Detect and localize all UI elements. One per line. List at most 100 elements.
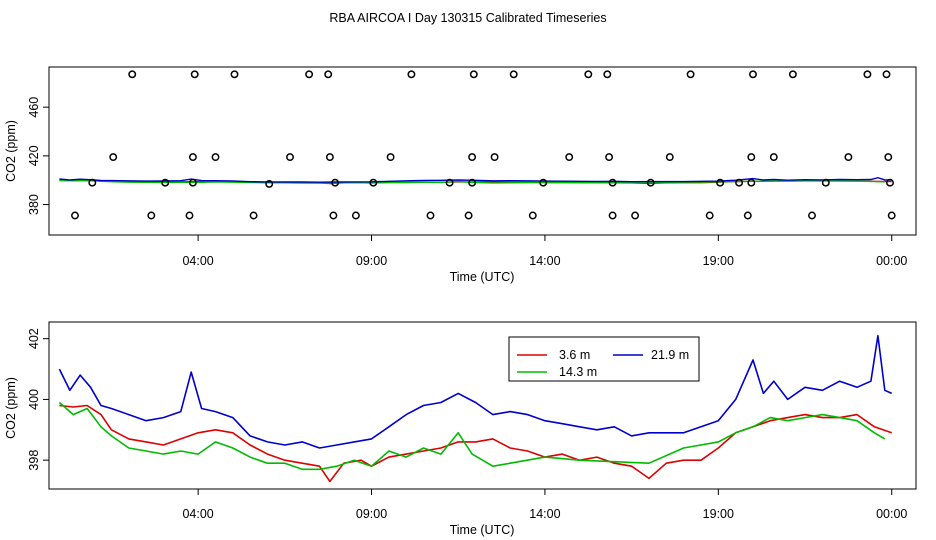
- calibration-point: [386, 153, 395, 162]
- panel-bottom: 04:00 09:00 14:00 19:00 00:00 398 400 402 Time …: [4, 321, 917, 537]
- panel-top-frame: [48, 66, 917, 236]
- panel-bottom-series: [58, 334, 893, 483]
- x-tick-label: 14:00: [529, 507, 560, 521]
- calibration-point: [188, 153, 197, 162]
- calibration-point: [716, 178, 725, 187]
- calibration-point: [735, 178, 744, 187]
- x-tick-label: 14:00: [529, 254, 560, 268]
- calibration-point: [286, 153, 294, 162]
- calibration-point: [128, 70, 137, 79]
- calibration-point: [747, 178, 756, 187]
- x-tick-label: 04:00: [182, 254, 213, 268]
- y-tick-label: 420: [27, 145, 41, 166]
- calibration-point: [863, 70, 872, 79]
- x-tick-label: 04:00: [182, 507, 213, 521]
- x-tick-label: 00:00: [876, 507, 907, 521]
- calibration-point: [743, 211, 752, 220]
- calibration-point: [605, 153, 614, 162]
- x-tick-label: 19:00: [703, 254, 734, 268]
- x-tick-label: 09:00: [356, 507, 387, 521]
- calibration-point: [249, 211, 258, 220]
- y-tick-label: 402: [27, 328, 41, 349]
- calibration-point: [769, 153, 778, 162]
- calibration-point: [88, 178, 97, 187]
- y-tick-label: 380: [27, 194, 41, 215]
- x-tick-label: 19:00: [703, 507, 734, 521]
- calibration-point: [469, 70, 478, 79]
- calibration-point: [324, 70, 333, 79]
- panel-bottom-ylabel: CO2 (ppm): [4, 377, 18, 439]
- calibration-point: [565, 153, 574, 162]
- calibration-point: [882, 70, 891, 79]
- calibration-point: [211, 153, 220, 162]
- calibration-point: [369, 178, 378, 187]
- calibration-point: [331, 178, 340, 187]
- calibration-point: [161, 178, 170, 187]
- series-line-14-3-m: [58, 401, 886, 471]
- calibration-point: [603, 70, 612, 79]
- calibration-point: [788, 70, 797, 79]
- series-line-21-9-m: [58, 334, 893, 449]
- calibration-point: [71, 211, 79, 220]
- panel-top-axes: 04:00 09:00 14:00 19:00 00:00 380 420 460: [27, 97, 907, 268]
- calibration-point: [646, 178, 655, 187]
- panel-top-calibration-points: [71, 70, 896, 220]
- panel-top-series: [59, 176, 892, 185]
- calibration-point: [808, 211, 816, 220]
- calibration-point: [230, 70, 239, 79]
- y-tick-label: 398: [27, 450, 41, 471]
- calibration-point: [821, 178, 830, 187]
- calibration-point: [539, 178, 548, 187]
- calibration-point: [265, 179, 274, 188]
- calibration-point: [109, 153, 118, 162]
- calibration-point: [468, 153, 477, 162]
- y-tick-label: 460: [27, 97, 41, 118]
- legend-label-14-3m: 14.3 m: [559, 365, 597, 379]
- panel-bottom-xlabel: Time (UTC): [450, 523, 515, 537]
- calibration-point: [188, 178, 197, 187]
- legend-label-3-6m: 3.6 m: [559, 348, 590, 362]
- calibration-point: [329, 211, 338, 220]
- panel-bottom-frame: [48, 321, 917, 490]
- calibration-point: [665, 153, 674, 162]
- legend-label-21-9m: 21.9 m: [651, 348, 689, 362]
- calibration-point: [490, 153, 499, 162]
- calibration-point: [686, 70, 695, 79]
- calibration-point: [509, 70, 518, 79]
- calibration-point: [305, 70, 314, 79]
- calibration-point: [584, 70, 593, 79]
- calibration-point: [445, 178, 454, 187]
- y-tick-label: 400: [27, 389, 41, 410]
- calibration-point: [185, 211, 194, 220]
- calibration-point: [528, 211, 537, 220]
- calibration-point: [147, 211, 156, 220]
- figure-title: RBA AIRCOA I Day 130315 Calibrated Times…: [329, 11, 606, 25]
- x-tick-label: 09:00: [356, 254, 387, 268]
- series-line-compressed-14-3-m: [59, 179, 885, 184]
- series-line-compressed-21-9-m: [59, 176, 892, 183]
- legend-box: [508, 336, 700, 382]
- calibration-point: [886, 178, 894, 187]
- calibration-point: [407, 70, 416, 79]
- calibration-point: [608, 211, 617, 220]
- calibration-point: [464, 211, 473, 220]
- calibration-point: [747, 153, 756, 162]
- calibration-point: [608, 178, 617, 187]
- calibration-point: [705, 211, 714, 220]
- calibration-point: [190, 70, 199, 79]
- panel-top-ylabel: CO2 (ppm): [4, 120, 18, 182]
- calibration-point: [844, 153, 853, 162]
- calibration-point: [325, 153, 334, 162]
- calibration-point: [426, 211, 435, 220]
- calibration-point: [887, 211, 896, 220]
- calibration-point: [351, 211, 360, 220]
- calibration-point: [468, 178, 477, 187]
- panel-top: 04:00 09:00 14:00 19:00 00:00 380 420 460 Time …: [4, 66, 917, 284]
- calibration-point: [884, 153, 893, 162]
- calibration-point: [631, 211, 640, 220]
- panel-top-xlabel: Time (UTC): [450, 270, 515, 284]
- panel-bottom-axes: 04:00 09:00 14:00 19:00 00:00 398 400 402: [27, 328, 907, 521]
- x-tick-label: 00:00: [876, 254, 907, 268]
